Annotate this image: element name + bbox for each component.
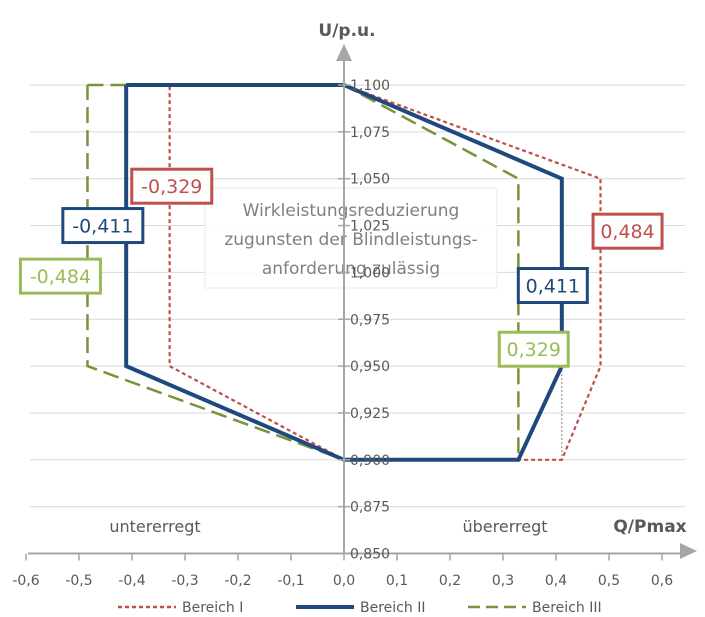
y-tick-label: 0,900	[350, 453, 390, 469]
value-label: 0,484	[600, 221, 654, 243]
y-tick-label: 1,000	[350, 265, 390, 281]
value-label-box	[130, 167, 214, 205]
legend: Bereich I Bereich II Bereich III	[118, 600, 602, 616]
y-tick-label: 0,850	[350, 547, 390, 563]
x-tick-label: 0,0	[333, 573, 355, 589]
value-label: 0,329	[507, 339, 561, 361]
y-tick-label: 1,075	[350, 125, 390, 141]
value-label-box	[497, 330, 570, 368]
x-tick-label: 0,1	[386, 573, 408, 589]
x-tick-label: 0,5	[598, 573, 620, 589]
series-line-bereich-i	[168, 83, 602, 461]
x-tick-label: 0,4	[545, 573, 567, 589]
y-tick-label: 0,875	[350, 500, 390, 516]
x-tick-label: -0,4	[118, 573, 145, 589]
x-tick-label: -0,3	[171, 573, 198, 589]
value-labels: -0,329 0,484 -0,411 0,411 -0,484 0,329	[18, 167, 664, 368]
value-label-box	[18, 257, 102, 295]
y-tick-label: 1,100	[350, 78, 390, 94]
x-tick-label: -0,6	[12, 573, 39, 589]
x-tick-label: 0,3	[492, 573, 514, 589]
value-label: 0,411	[526, 276, 580, 298]
note-background	[204, 187, 498, 289]
x-tick-label: -0,1	[277, 573, 304, 589]
x-tick-label: 0,2	[439, 573, 461, 589]
legend-label: Bereich III	[532, 600, 602, 616]
legend-label: Bereich I	[182, 600, 243, 616]
axes	[25, 44, 697, 561]
y-tick-label: 1,025	[350, 219, 390, 235]
value-label-box	[591, 212, 664, 250]
value-label: -0,484	[30, 266, 91, 288]
y-tick-label: 0,975	[350, 312, 390, 328]
x-axis-title: Q/Pmax	[613, 517, 686, 537]
note-box: Wirkleistungsreduzierung zugunsten der B…	[204, 187, 498, 289]
note-line-3: anforderung zulässig	[262, 259, 440, 279]
value-label: -0,411	[72, 216, 133, 238]
value-label-box	[61, 207, 145, 245]
series-line-bereich-ii	[124, 83, 564, 462]
legend-label: Bereich II	[360, 600, 425, 616]
y-tick-label: 0,950	[350, 359, 390, 375]
y-axis-arrow	[336, 44, 352, 61]
x-tick-label: -0,5	[65, 573, 92, 589]
note-line-2: zugunsten der Blindleistungs-	[224, 230, 477, 250]
tick-labels: -0,6 -0,5 -0,4 -0,3 -0,2 -0,1 0,0 0,1 0,2 0,3 0,4 0…	[12, 78, 673, 589]
region-label-untererregt: untererregt	[109, 517, 200, 536]
x-axis-arrow	[680, 543, 697, 559]
region-label-uebererregt: übererregt	[462, 517, 547, 536]
value-label-box	[516, 267, 589, 305]
value-label: -0,329	[141, 176, 202, 198]
x-tick-label: 0,6	[651, 573, 673, 589]
x-tick-label: -0,2	[224, 573, 251, 589]
y-tick-label: 0,925	[350, 406, 390, 422]
note-line-1: Wirkleistungsreduzierung	[243, 201, 460, 221]
y-axis-title: U/p.u.	[318, 21, 375, 41]
y-tick-label: 1,050	[350, 172, 390, 188]
